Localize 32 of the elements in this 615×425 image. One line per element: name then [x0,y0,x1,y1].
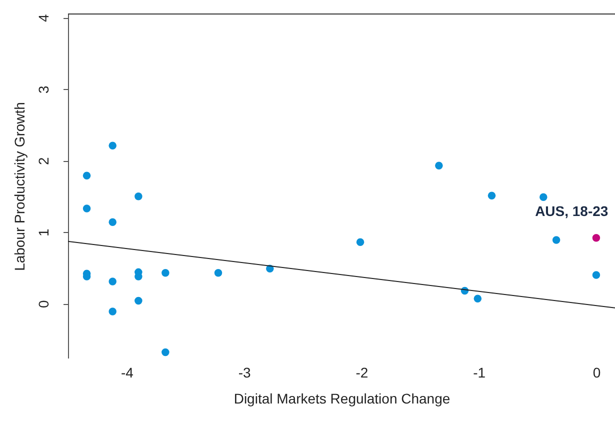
point [474,294,482,303]
point [214,269,222,277]
point [592,234,600,242]
x-tick-label: -1 [473,364,486,380]
x-tick-label: -4 [120,364,134,380]
x-tick-label: -2 [356,364,368,380]
x-axis-title: Digital Markets Regulation Change [234,390,450,406]
point [108,278,116,286]
x-tick-label: 0 [592,364,601,380]
point [592,271,600,279]
y-axis-title: Labour Productivity Growth [12,102,28,271]
y-tick-label: 4 [36,14,52,22]
point [108,142,116,150]
y-tick-label: 3 [36,85,52,94]
point [134,192,142,200]
y-tick-label: 0 [36,300,52,308]
point [552,236,560,244]
point [540,193,548,201]
point [162,348,170,356]
point [82,204,91,212]
point [488,192,496,200]
y-tick-label: 1 [36,228,52,237]
point [356,238,364,246]
point [82,172,91,180]
annotation: AUS, 18-23 [535,202,608,219]
x-tick-label: -3 [238,364,252,380]
point [134,296,142,305]
y-tick-label: 2 [36,157,52,166]
point [162,269,170,277]
point [108,218,116,226]
point [435,162,443,170]
point [108,308,116,316]
